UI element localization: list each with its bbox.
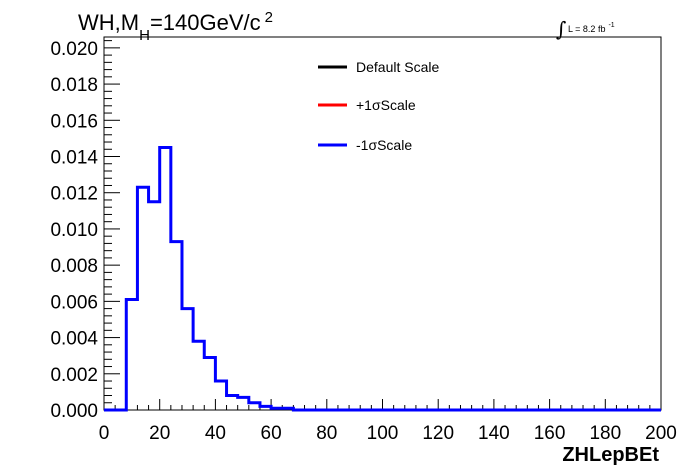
y-tick-label: 0.020: [50, 39, 98, 60]
y-tick-label: 0.006: [50, 292, 98, 313]
histogram-series-line: [104, 145, 661, 412]
chart-title: WH,MH=140GeV/c 2: [78, 9, 273, 44]
y-tick-label: 0.018: [50, 75, 98, 96]
y-tick-label: 0.010: [50, 220, 98, 241]
x-tick-label: 0: [99, 423, 110, 444]
x-tick-label: 140: [478, 423, 510, 444]
x-tick-label: 200: [645, 423, 677, 444]
legend-label: -1σScale: [356, 137, 412, 153]
y-tick-label: 0.012: [50, 184, 98, 205]
lumi-label: L = 8.2 fb -1: [568, 22, 615, 34]
x-axis-title: ZHLepBEt: [562, 444, 659, 466]
y-tick-label: 0.002: [50, 365, 98, 386]
x-tick-label: 40: [205, 423, 226, 444]
y-axis: 0.000 0.002 0.004 0.006 0.008 0.010 0.012 0.014…: [50, 39, 120, 422]
x-tick-label: 120: [422, 423, 454, 444]
x-tick-label: 180: [589, 423, 621, 444]
series-layer: [104, 145, 661, 412]
legend-label: Default Scale: [356, 59, 439, 75]
plot-frame: [103, 36, 662, 411]
y-tick-label: 0.008: [50, 256, 98, 277]
x-tick-label: 60: [261, 423, 282, 444]
y-tick-label: 0.000: [50, 401, 98, 422]
x-tick-label: 20: [149, 423, 170, 444]
x-tick-label: 80: [316, 423, 337, 444]
legend: Default Scale +1σScale -1σScale: [318, 59, 439, 153]
y-tick-label: 0.014: [50, 148, 98, 169]
x-tick-label: 100: [367, 423, 399, 444]
x-axis: 0 20 40 60 80 100 120 140 160 180 200: [99, 399, 677, 444]
y-tick-label: 0.004: [50, 329, 98, 350]
lumi-integral-sign: ∫: [556, 17, 566, 41]
legend-label: +1σScale: [356, 97, 416, 113]
y-tick-label: 0.016: [50, 111, 98, 132]
x-tick-label: 160: [534, 423, 566, 444]
